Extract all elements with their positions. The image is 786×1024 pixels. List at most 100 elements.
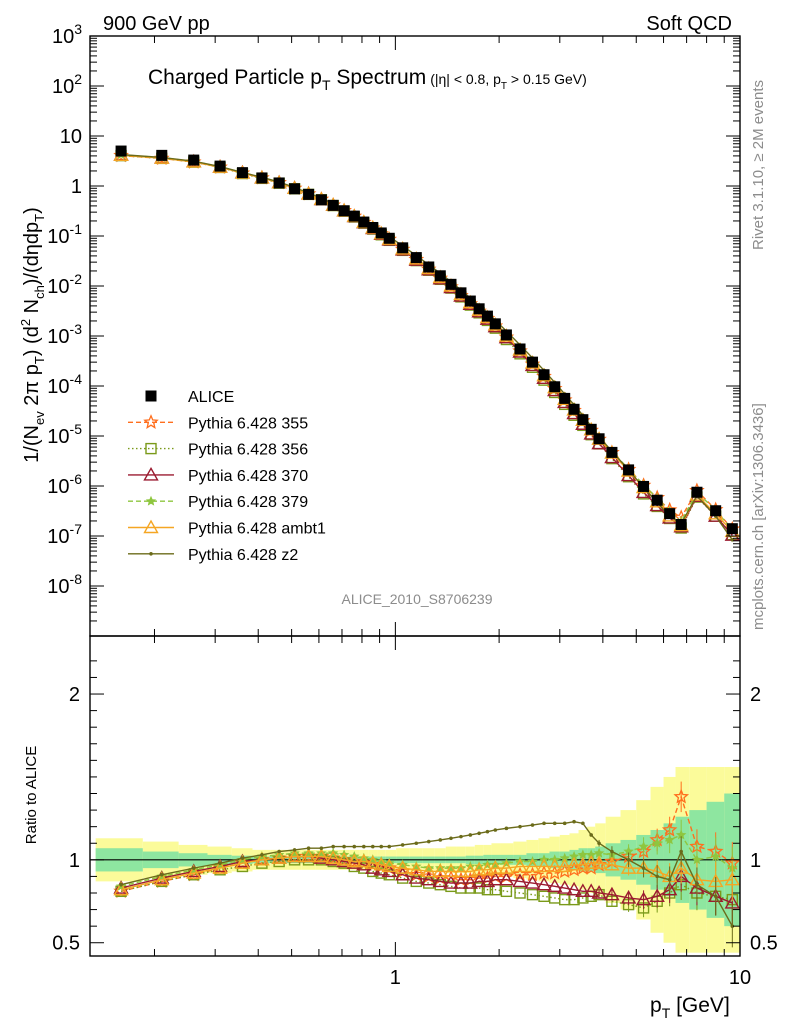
ratio-point xyxy=(186,865,202,879)
data-point xyxy=(606,446,618,458)
ratio-point xyxy=(453,875,469,889)
ratio-point xyxy=(336,851,352,866)
ratio-point xyxy=(212,860,228,874)
svg-text:1/(Nev 2π pT) (d2 Nch)/(dηdpT): 1/(Nev 2π pT) (d2 Nch)/(dηdpT) xyxy=(18,207,47,463)
header-left: 900 GeV pp xyxy=(103,13,210,35)
data-point xyxy=(710,505,722,517)
ratio-point xyxy=(524,858,541,873)
rivet-version-label: Rivet 3.1.10, ≥ 2M events xyxy=(750,80,767,250)
data-point xyxy=(568,403,580,415)
ratio-point xyxy=(581,821,585,826)
ratio-y-tick-label: 2 xyxy=(69,684,80,706)
ratio-point xyxy=(394,860,411,874)
data-point xyxy=(549,381,561,393)
ratio-point xyxy=(218,861,222,865)
ratio-point xyxy=(572,819,576,824)
ratio-point xyxy=(271,850,287,864)
ratio-point xyxy=(346,855,362,869)
data-point xyxy=(236,167,248,179)
ratio-point xyxy=(362,844,366,849)
data-point xyxy=(585,423,597,435)
axes-group: 1 1010310210110-110-210-310-410-510-610-7… xyxy=(47,21,778,989)
ratio-point xyxy=(664,834,675,845)
legend-marker xyxy=(143,414,159,429)
ratio-point xyxy=(575,856,591,871)
ratio-point xyxy=(313,848,330,863)
ratio-point xyxy=(286,848,303,863)
x-tick-label: 10 xyxy=(729,967,751,989)
data-point xyxy=(651,494,663,506)
ratio-point xyxy=(524,875,541,889)
ratio-point xyxy=(342,844,346,849)
ratio-point xyxy=(414,841,419,846)
y-tick-label: 10 xyxy=(60,126,82,148)
legend-marker xyxy=(145,495,157,506)
ratio-y-tick-label-right: 0.5 xyxy=(750,933,778,955)
ratio-point xyxy=(566,856,582,871)
analysis-id: ALICE_2010_S8706239 xyxy=(341,591,492,607)
data-point xyxy=(527,356,539,368)
data-point xyxy=(327,199,339,211)
data-point xyxy=(623,464,635,476)
y-tick-label: 103 xyxy=(52,21,82,48)
data-point xyxy=(473,303,485,315)
legend-label: ALICE xyxy=(188,389,234,406)
ratio-point xyxy=(277,849,281,854)
ratio-point xyxy=(462,875,479,889)
data-point xyxy=(538,369,550,381)
ratio-point xyxy=(254,851,270,866)
data-point xyxy=(383,232,395,244)
ratio-point xyxy=(443,863,459,878)
ratio-point xyxy=(432,873,448,888)
ratio-point xyxy=(487,860,504,874)
ratio-point xyxy=(724,871,741,886)
ratio-point xyxy=(432,863,448,878)
ratio-point xyxy=(547,858,563,873)
data-point xyxy=(115,145,127,157)
header-right: Soft QCD xyxy=(646,13,732,35)
y-tick-label: 10-3 xyxy=(47,321,82,348)
ratio-point xyxy=(394,866,411,881)
ratio-point xyxy=(331,844,335,849)
data-point xyxy=(514,343,526,355)
ratio-point xyxy=(577,849,589,860)
ratio-point xyxy=(568,851,580,861)
ratio-point xyxy=(675,829,687,840)
ratio-point xyxy=(356,856,372,871)
ratio-point xyxy=(352,844,357,849)
ratio-frame xyxy=(89,635,741,957)
ratio-point xyxy=(113,880,129,894)
ratio-point xyxy=(512,873,528,888)
ratio-point xyxy=(234,855,251,869)
ratio-point xyxy=(346,853,362,868)
x-tick-label: 1 xyxy=(390,967,401,989)
data-point xyxy=(273,177,285,189)
ratio-point xyxy=(443,875,459,889)
data-point xyxy=(726,523,738,535)
ratio-point xyxy=(319,846,324,851)
ratio-point xyxy=(498,871,515,886)
y-tick-label: 1 xyxy=(71,176,82,198)
ratio-point xyxy=(655,874,659,879)
ratio-point xyxy=(559,893,571,906)
ratio-point xyxy=(566,881,582,896)
ratio-point xyxy=(641,866,646,870)
ratio-point xyxy=(623,846,634,856)
legend-marker xyxy=(149,552,153,556)
ratio-y-tick-label-right: 2 xyxy=(750,684,761,706)
ratio-line xyxy=(120,820,733,927)
data-point xyxy=(315,194,327,206)
ratio-point xyxy=(154,870,170,884)
ratio-point xyxy=(591,885,607,899)
ratio-point xyxy=(481,883,494,896)
ratio-point xyxy=(471,873,487,888)
y-tick-label: 10-6 xyxy=(47,471,82,498)
legend-marker xyxy=(145,442,157,455)
data-point xyxy=(664,508,676,520)
legend-label: Pythia 6.428 370 xyxy=(188,468,308,485)
ratio-point xyxy=(597,841,601,846)
data-point xyxy=(481,310,493,322)
ratio-point xyxy=(421,871,437,886)
